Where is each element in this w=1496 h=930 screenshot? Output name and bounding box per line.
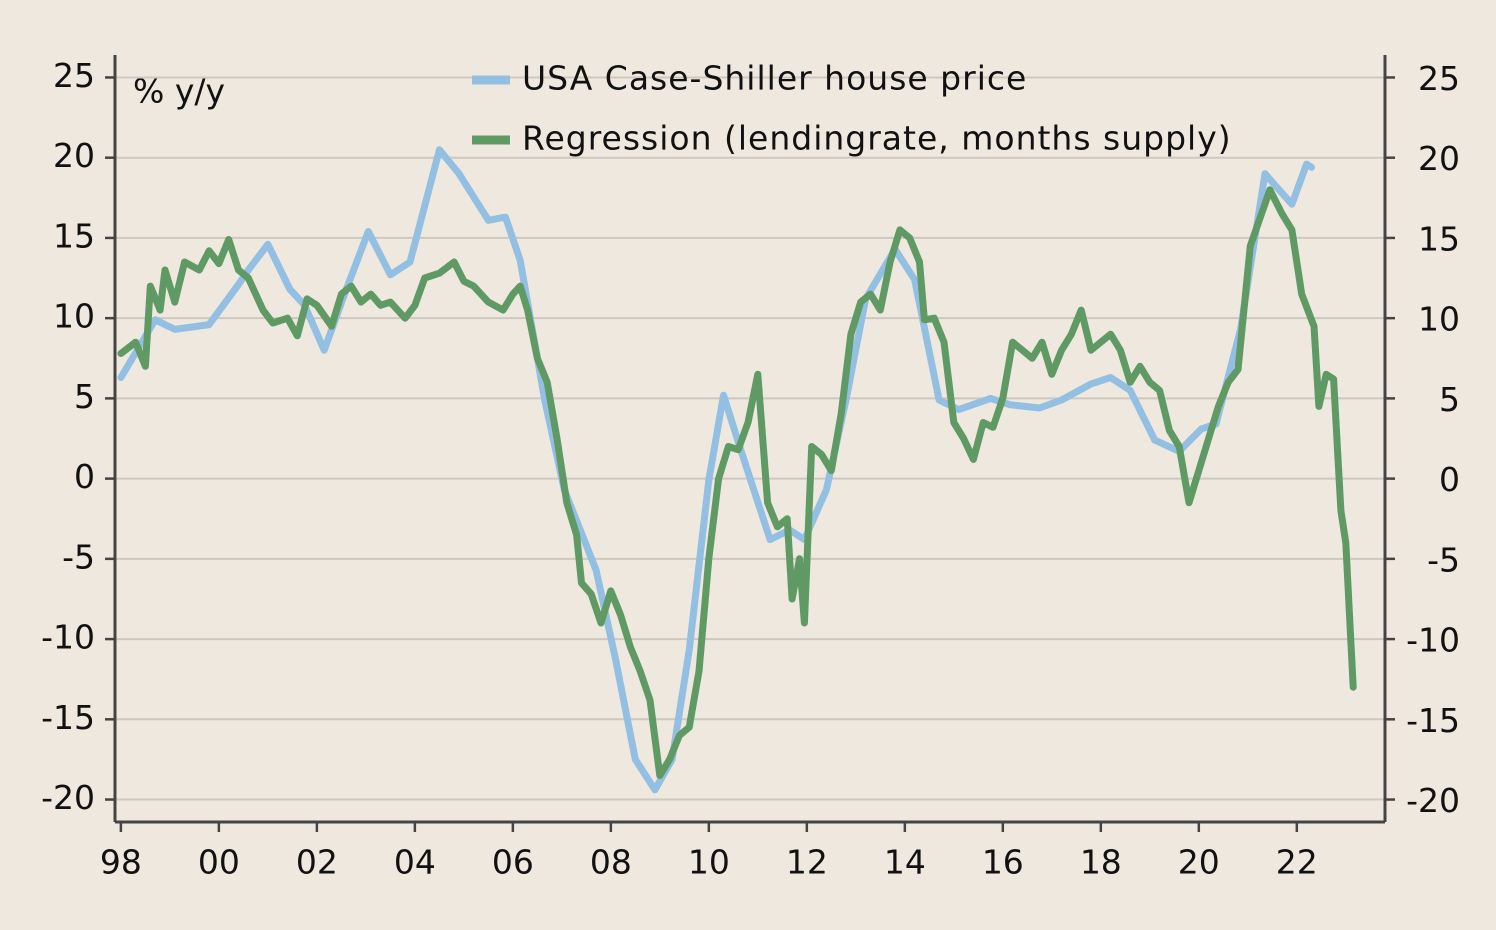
y-tick-label: -15	[41, 698, 95, 737]
x-tick-label: 22	[1276, 843, 1318, 882]
x-tick-label: 10	[688, 843, 730, 882]
series-line	[117, 146, 1315, 794]
y-tick-label: 5	[74, 377, 95, 416]
x-tick-label: 16	[982, 843, 1024, 882]
legend-label: USA Case-Shiller house price	[522, 59, 1027, 98]
y-tick-label: 0	[74, 457, 95, 496]
y2-tick-label: -15	[1406, 701, 1460, 740]
x-tick-label: 02	[296, 843, 338, 882]
y-tick-label: 15	[53, 216, 95, 255]
y-tick-label: 20	[53, 136, 95, 175]
x-tick-label: 06	[492, 843, 534, 882]
y-tick-label: -20	[41, 778, 95, 817]
y2-tick-label: -10	[1406, 621, 1460, 660]
x-tick-label: 20	[1178, 843, 1220, 882]
y2-tick-label: 0	[1439, 460, 1460, 499]
x-tick-label: 18	[1080, 843, 1122, 882]
y2-tick-label: 10	[1418, 300, 1460, 339]
series-line	[117, 186, 1357, 779]
x-tick-label: 98	[100, 843, 142, 882]
y2-tick-label: 25	[1418, 59, 1460, 98]
y-tick-label: 25	[53, 56, 95, 95]
y2-tick-label: 15	[1418, 219, 1460, 258]
x-tick-label: 14	[884, 843, 926, 882]
x-tick-label: 00	[198, 843, 240, 882]
y-tick-label: 10	[53, 297, 95, 336]
y-tick-label: -5	[62, 537, 95, 576]
y2-tick-label: 5	[1439, 380, 1460, 419]
y2-tick-label: -20	[1406, 781, 1460, 820]
x-tick-label: 12	[786, 843, 828, 882]
x-tick-label: 08	[590, 843, 632, 882]
x-tick-label: 04	[394, 843, 436, 882]
y2-tick-label: 20	[1418, 139, 1460, 178]
y2-tick-label: -5	[1427, 540, 1460, 579]
legend-label: Regression (lendingrate, months supply)	[522, 119, 1232, 158]
y-tick-label: -10	[41, 618, 95, 657]
